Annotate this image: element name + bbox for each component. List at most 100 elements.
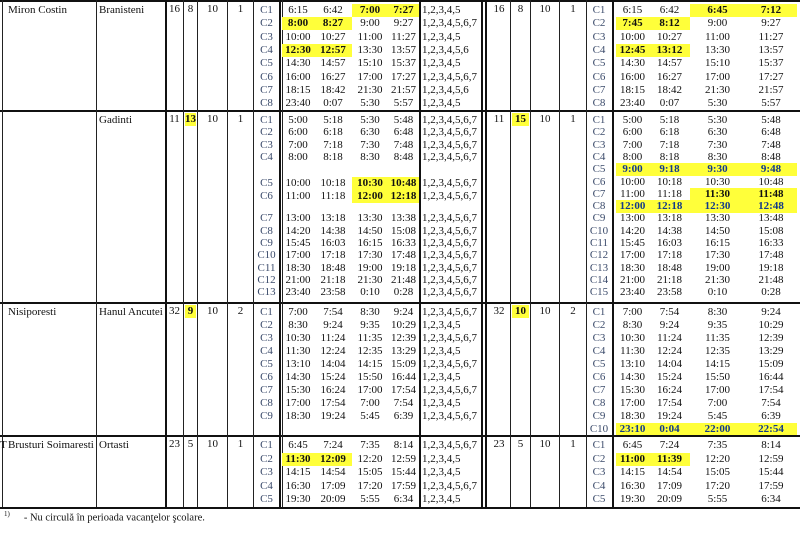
course-label: C1 [592, 114, 606, 126]
departure-time: 14:30 [285, 57, 311, 70]
departure-time: 15:10 [704, 57, 731, 70]
route-number-right: 23 [493, 438, 505, 450]
course-label: C5 [260, 176, 273, 189]
course-label: C7 [592, 83, 606, 96]
course-label: C5 [260, 57, 273, 70]
departure-time: 0:07 [659, 97, 680, 110]
departure-time: 15:24 [656, 371, 683, 383]
departure-time: 11:00 [616, 452, 649, 466]
departure-time: 21:48 [758, 273, 784, 286]
course-label: C7 [260, 83, 273, 96]
departure-time: 11:48 [745, 187, 797, 201]
departure-time: 16:03 [320, 237, 346, 249]
departure-time: 15:37 [758, 57, 784, 70]
departure-time: 8:00 [288, 150, 308, 163]
course-label: C2 [260, 126, 273, 139]
course-label: C2 [592, 452, 606, 465]
departure-time: 8:18 [323, 150, 343, 163]
operating-days: 1,2,3,4,5,6,7 [422, 261, 477, 274]
departure-time: 12:24 [320, 345, 346, 357]
course-label: C5 [260, 493, 273, 505]
column-divider [419, 0, 421, 110]
course-label: C2 [592, 17, 606, 30]
departure-time: 14:30 [285, 371, 311, 383]
operating-days: 1,2,3,4,5,6,7 [422, 138, 477, 151]
departure-time: 6:45 [622, 439, 643, 451]
departure-time: 13:57 [758, 43, 784, 56]
departure-time: 10:48 [388, 176, 419, 190]
operating-days: 1,2,3,4,5 [422, 452, 461, 465]
departure-time: 6:00 [622, 126, 643, 139]
departure-time: 13:29 [390, 345, 417, 357]
column-divider [510, 0, 511, 110]
course-label: C13 [257, 286, 276, 299]
departure-time: 15:30 [619, 384, 646, 396]
column-divider [183, 110, 184, 302]
column-divider [559, 110, 560, 302]
departure-time: 6:34 [761, 493, 781, 505]
footnote-text: - Nu circulă în perioada vacanţelor şcol… [23, 512, 205, 524]
course-label: C8 [592, 397, 606, 409]
route-number-left: 23 [169, 438, 180, 450]
operating-days: 1,2,3,4,5,6,7 [422, 249, 477, 262]
course-label: C8 [260, 224, 273, 237]
departure-time: 5:30 [360, 97, 380, 110]
departure-time: 11:27 [391, 30, 416, 43]
departure-time: 16:33 [390, 237, 417, 249]
departure-time: 14:57 [320, 57, 346, 70]
departure-time: 6:48 [761, 126, 781, 139]
departure-time: 13:00 [285, 212, 311, 225]
departure-time: 23:58 [320, 286, 346, 299]
route-number-right: 5 [517, 438, 524, 450]
departure-time: 15:44 [390, 466, 417, 478]
departure-time: 17:00 [285, 249, 311, 262]
course-label: C1 [592, 439, 606, 451]
departure-time: 6:18 [323, 126, 343, 139]
departure-time: 10:30 [704, 175, 731, 188]
departure-time: 8:30 [360, 150, 380, 163]
course-label: C10 [257, 249, 276, 262]
departure-time: 15:50 [704, 371, 731, 383]
course-label: C4 [260, 43, 273, 56]
departure-time: 10:18 [656, 175, 683, 188]
departure-time: 7:24 [659, 439, 680, 451]
operating-days: 1,2,3,4,5,6,7 [422, 358, 477, 370]
departure-time: 8:30 [360, 306, 380, 318]
departure-time: 9:35 [707, 319, 728, 331]
departure-time: 10:18 [320, 176, 346, 189]
operating-days: 1,2,3,4,5 [422, 397, 461, 409]
departure-time: 14:15 [285, 466, 311, 478]
departure-time: 11:18 [320, 190, 346, 203]
course-label: C4 [260, 479, 273, 492]
departure-time: 21:18 [656, 273, 683, 286]
departure-time: 11:24 [657, 332, 682, 344]
departure-time: 7:12 [745, 4, 797, 17]
departure-time: 21:57 [758, 83, 784, 96]
departure-time: 7:00 [360, 397, 380, 409]
operating-days: 1,2,3,4,5 [422, 345, 461, 357]
departure-time: 10:00 [285, 30, 311, 43]
route-number-right: 10 [539, 438, 551, 450]
course-label: C5 [592, 57, 606, 70]
departure-time: 11:30 [285, 345, 311, 357]
course-label: C2 [260, 319, 273, 331]
departure-time: 19:24 [656, 410, 683, 422]
departure-time: 13:30 [357, 43, 383, 56]
departure-time: 17:00 [619, 249, 646, 262]
course-label: C2 [592, 126, 606, 139]
departure-time: 14:50 [704, 224, 731, 237]
departure-time: 16:44 [758, 371, 784, 383]
departure-time: 13:30 [704, 43, 731, 56]
course-label: C1 [260, 306, 273, 318]
departure-time: 8:30 [622, 319, 643, 331]
column-divider [183, 435, 184, 507]
departure-time: 8:00 [622, 150, 643, 163]
departure-time: 7:30 [707, 138, 728, 151]
column-divider [612, 0, 614, 110]
course-label: C6 [592, 371, 606, 383]
route-number-right: 10 [539, 113, 551, 125]
course-label: C4 [592, 345, 606, 357]
departure-time: 15:10 [357, 57, 383, 70]
operating-days: 1,2,3,4,5,6,7 [422, 114, 477, 126]
column-divider [165, 0, 167, 110]
